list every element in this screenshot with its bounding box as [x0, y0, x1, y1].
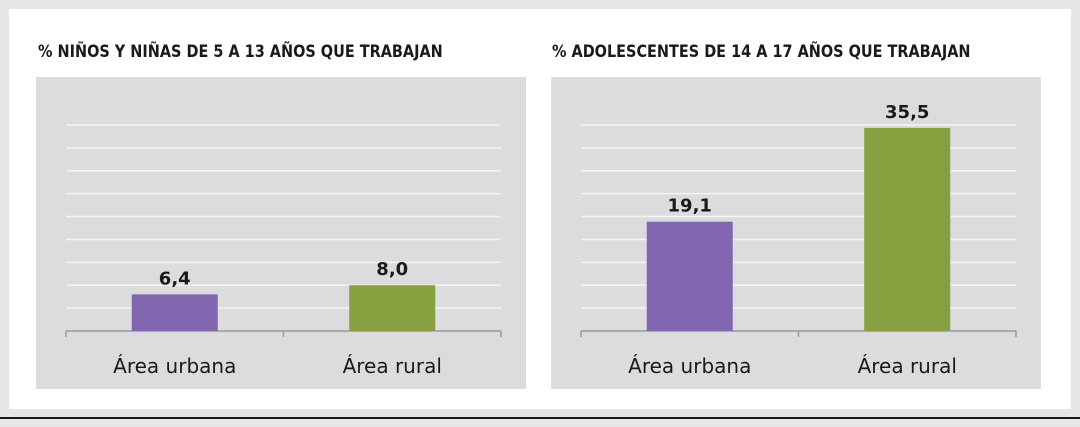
- data-label: 8,0: [376, 259, 408, 280]
- chart-children-svg: 6,4 Área urbana 8,0 Área rural: [65, 124, 502, 378]
- data-label: 6,4: [159, 268, 191, 289]
- chart-panel-children: 6,4 Área urbana 8,0 Área rural: [36, 77, 526, 389]
- bottom-rule: [0, 417, 1080, 419]
- chart-title-children: % NIÑOS Y NIÑAS DE 5 A 13 AÑOS QUE TRABA…: [38, 42, 443, 62]
- x-tick-label: Área rural: [858, 354, 957, 378]
- bar-urbana: [646, 221, 733, 331]
- data-label: 35,5: [885, 102, 929, 123]
- bar-urbana: [131, 294, 218, 331]
- bar-rural: [349, 285, 436, 331]
- chart-title-adolescents: % ADOLESCENTES DE 14 A 17 AÑOS QUE TRABA…: [552, 42, 971, 62]
- bar-rural: [864, 127, 951, 331]
- x-tick-label: Área urbana: [113, 354, 236, 378]
- chart-panel-adolescents: 19,1 Área urbana 35,5 Área rural: [551, 77, 1041, 389]
- figure-frame: % NIÑOS Y NIÑAS DE 5 A 13 AÑOS QUE TRABA…: [9, 9, 1071, 409]
- data-label: 19,1: [668, 196, 712, 217]
- chart-adolescents-svg: 19,1 Área urbana 35,5 Área rural: [580, 102, 1017, 378]
- x-tick-label: Área urbana: [628, 354, 751, 378]
- x-tick-label: Área rural: [343, 354, 442, 378]
